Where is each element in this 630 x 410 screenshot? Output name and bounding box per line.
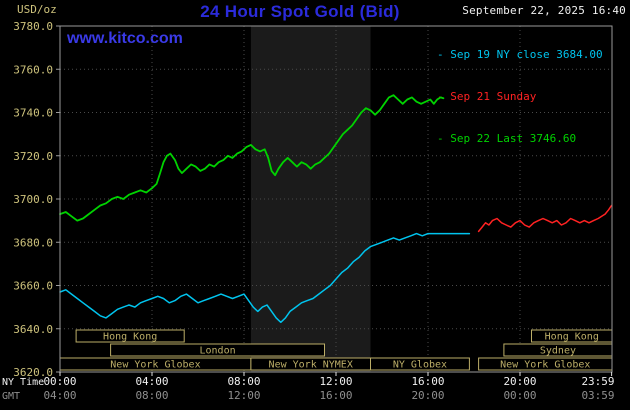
legend-item-last: - Sep 22 Last 3746.60 — [437, 132, 577, 145]
x-axis-gmt-label: GMT — [2, 391, 20, 402]
x-axis-ny-time-label: NY Time — [2, 377, 44, 388]
session-box — [75, 329, 185, 343]
legend-item-sunday: - Sep 21 Sunday — [437, 90, 537, 103]
y-tick-label: 3620.0 — [13, 366, 53, 379]
session-label: New York Globex — [110, 360, 200, 371]
chart-title: 24 Hour Spot Gold (Bid) — [200, 2, 400, 21]
price-line-sep21 — [477, 204, 613, 233]
session-box — [110, 343, 325, 357]
x-tick-ny-label: 16:00 — [411, 375, 444, 388]
y-tick-label: 3720.0 — [13, 150, 53, 163]
session-label: Sydney — [540, 346, 576, 357]
x-tick-ny-label: 00:00 — [43, 375, 76, 388]
session-label: New York NYMEX — [269, 360, 353, 371]
price-line-sep19 — [59, 232, 471, 324]
x-tick-gmt-label: 16:00 — [319, 389, 352, 402]
session-label: New York Globex — [500, 360, 590, 371]
y-tick-label: 3680.0 — [13, 236, 53, 249]
y-tick-label: 3640.0 — [13, 323, 53, 336]
session-label: London — [199, 346, 235, 357]
x-tick-ny-label: 12:00 — [319, 375, 352, 388]
y-tick-label: 3780.0 — [13, 20, 53, 33]
kitco-watermark-link[interactable]: www.kitco.com — [67, 30, 183, 47]
datetime-label: September 22, 2025 16:40 — [462, 4, 626, 17]
y-tick-label: 3740.0 — [13, 107, 53, 120]
x-tick-gmt-label: 08:00 — [135, 389, 168, 402]
y-axis-units-label: USD/oz — [17, 3, 57, 16]
y-tick-label: 3700.0 — [13, 193, 53, 206]
session-label: Hong Kong — [103, 332, 157, 343]
x-tick-gmt-label: 03:59 — [581, 389, 614, 402]
y-tick-label: 3660.0 — [13, 280, 53, 293]
legend-item-prev-close: - Sep 19 NY close 3684.00 — [437, 48, 603, 61]
legend: - Sep 19 NY close 3684.00 - Sep 21 Sunda… — [437, 20, 603, 174]
price-line-sep22 — [59, 94, 445, 222]
x-tick-ny-label: 04:00 — [135, 375, 168, 388]
session-label: NY Globex — [393, 360, 447, 371]
x-tick-gmt-label: 04:00 — [43, 389, 76, 402]
nymex-session-band — [250, 26, 371, 372]
x-tick-ny-label: 20:00 — [503, 375, 536, 388]
x-tick-ny-label: 08:00 — [227, 375, 260, 388]
y-tick-label: 3760.0 — [13, 63, 53, 76]
x-tick-gmt-label: 20:00 — [411, 389, 444, 402]
session-label: Hong Kong — [545, 332, 599, 343]
x-tick-gmt-label: 00:00 — [503, 389, 536, 402]
x-tick-gmt-label: 12:00 — [227, 389, 260, 402]
x-tick-ny-label: 23:59 — [581, 375, 614, 388]
session-box — [370, 357, 470, 371]
